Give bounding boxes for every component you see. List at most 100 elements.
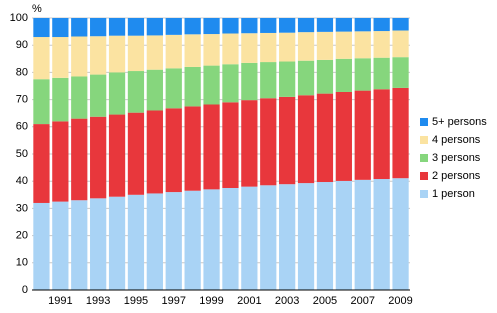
bar-segment: [108, 18, 126, 36]
legend-swatch: [420, 154, 428, 162]
bar-segment: [127, 194, 145, 290]
bar-segment: [52, 37, 69, 78]
legend-label: 5+ persons: [432, 116, 487, 128]
y-tick-label: 100: [10, 12, 28, 24]
bar-segment: [146, 193, 163, 290]
bar-segment: [165, 18, 182, 35]
y-tick-label: 20: [16, 230, 28, 242]
bar-segment: [260, 18, 277, 33]
legend-swatch: [420, 118, 428, 126]
bar-segment: [90, 74, 107, 117]
bar-segment: [127, 71, 145, 113]
bar-segment: [71, 200, 88, 290]
bar-segment: [354, 18, 371, 32]
bar-segment: [392, 30, 409, 58]
bar-segment: [33, 124, 50, 203]
legend-label: 4 persons: [432, 134, 481, 146]
bar-segment: [90, 36, 107, 75]
bar-segment: [316, 93, 334, 183]
y-tick-label: 30: [16, 202, 28, 214]
bar-segment: [127, 112, 145, 195]
bar-segment: [184, 190, 201, 290]
bar-segment: [165, 68, 182, 109]
bar-segment: [241, 33, 258, 63]
bar-segment: [297, 32, 315, 61]
bar-segment: [127, 35, 145, 72]
bar-segment: [392, 87, 409, 179]
bar-segment: [33, 37, 50, 80]
bar-segment: [392, 178, 409, 290]
bar-segment: [203, 65, 220, 105]
bar-segment: [71, 76, 88, 119]
bar-segment: [297, 183, 315, 290]
bar-segment: [316, 18, 334, 32]
bar-segment: [33, 18, 50, 38]
bar-segment: [146, 110, 163, 194]
bar-segment: [90, 198, 107, 290]
bar-segment: [222, 102, 239, 188]
bar-segment: [146, 18, 163, 36]
bar-segment: [279, 32, 296, 62]
bar-segment: [241, 18, 258, 34]
x-tick-label: 1995: [124, 295, 148, 307]
y-tick-label: 70: [16, 94, 28, 106]
bar-segment: [127, 18, 145, 36]
legend-label: 2 persons: [432, 170, 481, 182]
bar-segment: [222, 18, 239, 34]
bar-segment: [71, 18, 88, 37]
bar-segment: [241, 100, 258, 187]
bar-segment: [316, 31, 334, 60]
bar-segment: [297, 18, 315, 33]
bar-segment: [165, 108, 182, 193]
bar-segment: [203, 104, 220, 190]
bar-segment: [297, 95, 315, 184]
bar-segment: [279, 96, 296, 185]
bar-segment: [184, 66, 201, 107]
bar-segment: [354, 31, 371, 59]
bar-segment: [184, 34, 201, 67]
legend-label: 1 person: [432, 188, 475, 200]
bar-segment: [260, 32, 277, 63]
bar-segment: [373, 18, 390, 32]
legend-swatch: [420, 190, 428, 198]
bar-segment: [222, 188, 239, 290]
bar-segment: [392, 57, 409, 88]
x-tick-label: 1993: [86, 295, 110, 307]
bar-segment: [373, 31, 390, 58]
bar-segment: [392, 18, 409, 31]
legend-label: 3 persons: [432, 152, 481, 164]
x-tick-label: 2009: [388, 295, 412, 307]
bar-segment: [33, 79, 50, 125]
bar-segment: [354, 58, 371, 91]
bar-segment: [184, 18, 201, 35]
bar-segment: [260, 185, 277, 290]
bar-segment: [146, 69, 163, 111]
bar-segment: [203, 18, 220, 35]
bar-segment: [222, 64, 239, 103]
x-tick-label: 2003: [275, 295, 299, 307]
bar-segment: [52, 201, 69, 290]
y-tick-label: 80: [16, 66, 28, 78]
bar-segment: [279, 184, 296, 290]
bar-segment: [90, 116, 107, 199]
bar-segment: [279, 61, 296, 97]
y-tick-label: 60: [16, 121, 28, 133]
bar-segment: [90, 18, 107, 37]
bar-segment: [279, 18, 296, 33]
bar-segment: [71, 36, 88, 77]
bar-segment: [52, 18, 69, 38]
bar-segment: [373, 57, 390, 90]
x-tick-label: 1999: [199, 295, 223, 307]
x-tick-label: 1997: [162, 295, 186, 307]
bar-segment: [241, 186, 258, 290]
x-tick-label: 2001: [237, 295, 261, 307]
bar-segment: [52, 121, 69, 202]
y-tick-label: 90: [16, 39, 28, 51]
y-tick-label: 0: [22, 284, 28, 296]
legend-swatch: [420, 136, 428, 144]
bar-segment: [108, 72, 126, 115]
bar-segment: [335, 58, 352, 92]
bar-segment: [373, 89, 390, 180]
y-axis-label: %: [32, 3, 42, 15]
bar-segment: [354, 90, 371, 180]
